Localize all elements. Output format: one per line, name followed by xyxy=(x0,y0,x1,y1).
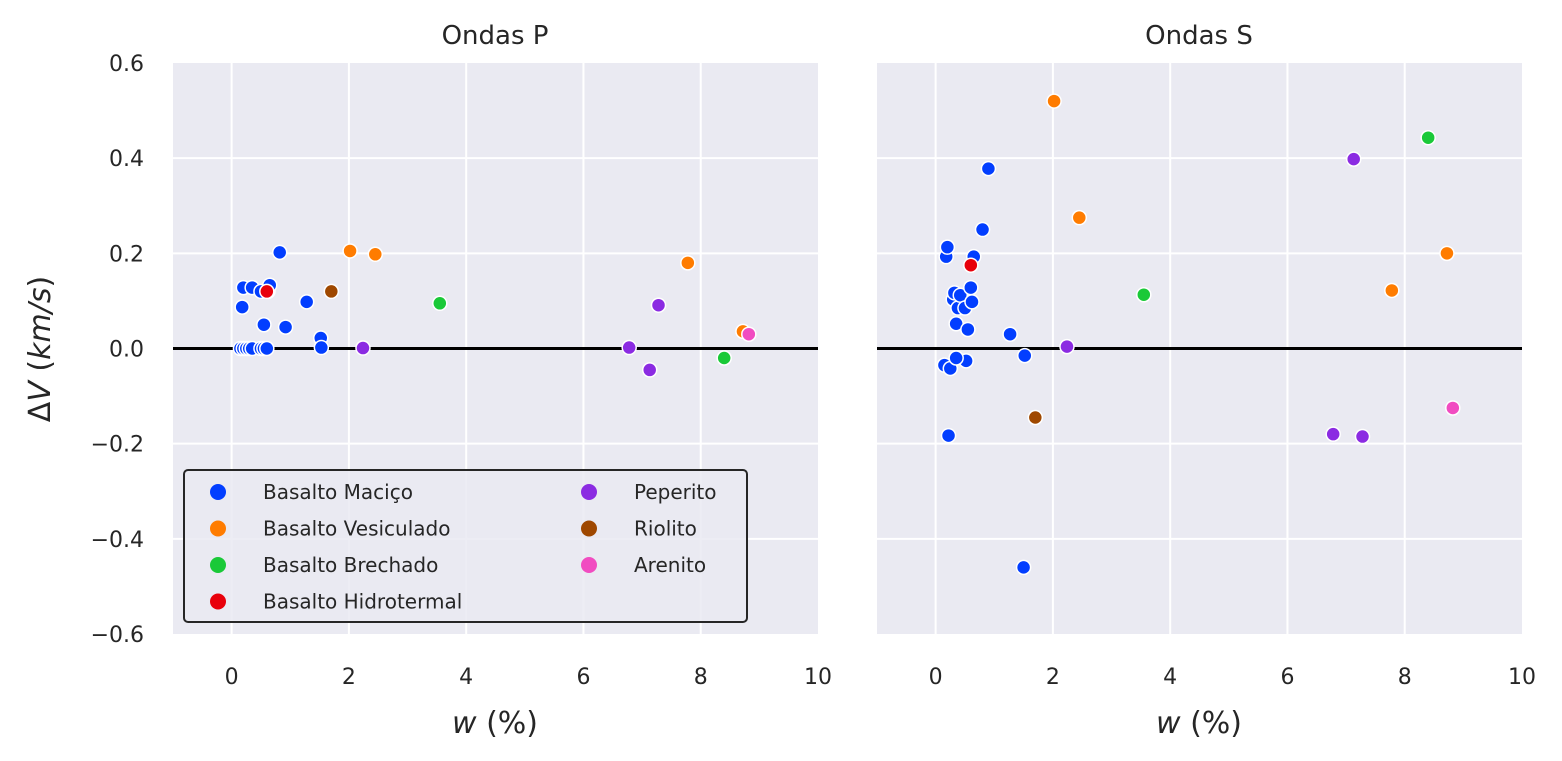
x-tick-label: 10 xyxy=(804,665,832,690)
x-tick-label: 4 xyxy=(1163,665,1177,690)
data-point xyxy=(1439,245,1455,262)
legend-label: Peperito xyxy=(634,480,717,504)
x-axis-label-p: w (%) xyxy=(452,706,538,741)
data-point xyxy=(259,283,275,300)
data-point xyxy=(1015,559,1032,576)
x-tick-label: 2 xyxy=(1046,665,1060,690)
data-point xyxy=(621,339,637,356)
data-point xyxy=(234,299,250,315)
x-tick-label: 4 xyxy=(459,665,473,690)
data-point xyxy=(1046,93,1062,109)
data-point xyxy=(650,297,667,313)
data-point xyxy=(948,350,964,366)
x-tick-label: 2 xyxy=(342,665,356,690)
data-point xyxy=(980,160,997,177)
legend-marker xyxy=(581,520,597,537)
y-tick-label: −0.2 xyxy=(91,433,144,458)
y-tick-label: 0.4 xyxy=(109,147,144,172)
x-tick-label: 0 xyxy=(225,665,239,690)
legend-marker xyxy=(210,520,226,537)
points-s xyxy=(936,93,1461,576)
data-point xyxy=(964,294,980,310)
data-point xyxy=(355,340,371,356)
legend-marker xyxy=(581,484,597,500)
data-point xyxy=(1059,338,1075,355)
legend-marker xyxy=(581,557,597,573)
data-point xyxy=(277,319,294,335)
legend-label: Basalto Hidrotermal xyxy=(263,590,462,614)
legend-label: Basalto Maciço xyxy=(263,480,413,504)
y-tick-label: 0.0 xyxy=(109,338,144,363)
x-axis-label-s: w (%) xyxy=(1156,706,1242,741)
data-point xyxy=(298,294,315,310)
y-tick-label: −0.6 xyxy=(91,623,144,648)
y-tick-label: 0.2 xyxy=(109,242,144,267)
data-point xyxy=(1325,426,1341,442)
y-axis-label: ΔV (km/s) xyxy=(23,276,58,422)
data-point xyxy=(1071,209,1088,226)
panel-title-p: Ondas P xyxy=(442,21,549,51)
x-tick-label: 8 xyxy=(1398,665,1412,690)
legend-box xyxy=(183,469,748,623)
data-point xyxy=(716,350,732,366)
data-point xyxy=(974,221,991,238)
legend-label: Basalto Brechado xyxy=(263,553,438,577)
data-point xyxy=(1384,282,1400,299)
y-tick-label: −0.4 xyxy=(91,528,144,553)
data-point xyxy=(741,326,757,342)
data-point xyxy=(367,246,384,263)
x-tick-label: 0 xyxy=(929,665,943,690)
legend-label: Arenito xyxy=(634,553,706,577)
x-tick-label: 8 xyxy=(694,665,708,690)
data-point xyxy=(960,321,976,338)
panel-title-s: Ondas S xyxy=(1145,21,1253,51)
data-point xyxy=(432,295,448,312)
legend-marker xyxy=(210,484,226,500)
data-point xyxy=(1345,151,1362,167)
data-point xyxy=(1445,400,1461,416)
data-point xyxy=(323,283,340,300)
y-tick-label: 0.6 xyxy=(109,52,144,77)
data-point xyxy=(939,239,956,255)
data-point xyxy=(1017,347,1033,364)
data-point xyxy=(271,244,288,261)
data-point xyxy=(1027,409,1044,426)
x-tick-label: 10 xyxy=(1508,665,1536,690)
data-point xyxy=(313,339,330,356)
data-point xyxy=(1354,428,1371,445)
data-point xyxy=(256,316,272,333)
data-point xyxy=(680,255,696,271)
data-point xyxy=(963,257,979,273)
panel-ondas-s: Ondas S 0 2 4 6 8 10 w (%) xyxy=(877,21,1536,741)
data-point xyxy=(963,279,979,296)
data-point xyxy=(259,340,275,357)
x-ticks-s: 0 2 4 6 8 10 xyxy=(929,665,1536,690)
y-ticks-p: 0.6 0.4 0.2 0.0 −0.2 −0.4 −0.6 xyxy=(91,52,144,648)
x-ticks-p: 0 2 4 6 8 10 xyxy=(225,665,832,690)
data-point xyxy=(1136,286,1152,303)
data-point xyxy=(342,243,358,259)
data-point xyxy=(1420,129,1436,146)
data-point xyxy=(1002,326,1018,342)
legend: Basalto Maciço Basalto Vesiculado Basalto … xyxy=(183,469,748,623)
points-p xyxy=(232,243,757,378)
legend-marker xyxy=(210,557,226,573)
legend-label: Riolito xyxy=(634,517,697,541)
legend-marker xyxy=(210,593,226,610)
data-point xyxy=(940,427,957,444)
x-tick-label: 6 xyxy=(1280,665,1294,690)
x-tick-label: 6 xyxy=(576,665,590,690)
data-point xyxy=(641,362,658,378)
legend-label: Basalto Vesiculado xyxy=(263,517,450,541)
panel-ondas-p: Ondas P 0 2 4 6 8 10 0.6 0.4 0.2 0.0 −0.2 −0.4 −0.6… xyxy=(23,21,832,741)
